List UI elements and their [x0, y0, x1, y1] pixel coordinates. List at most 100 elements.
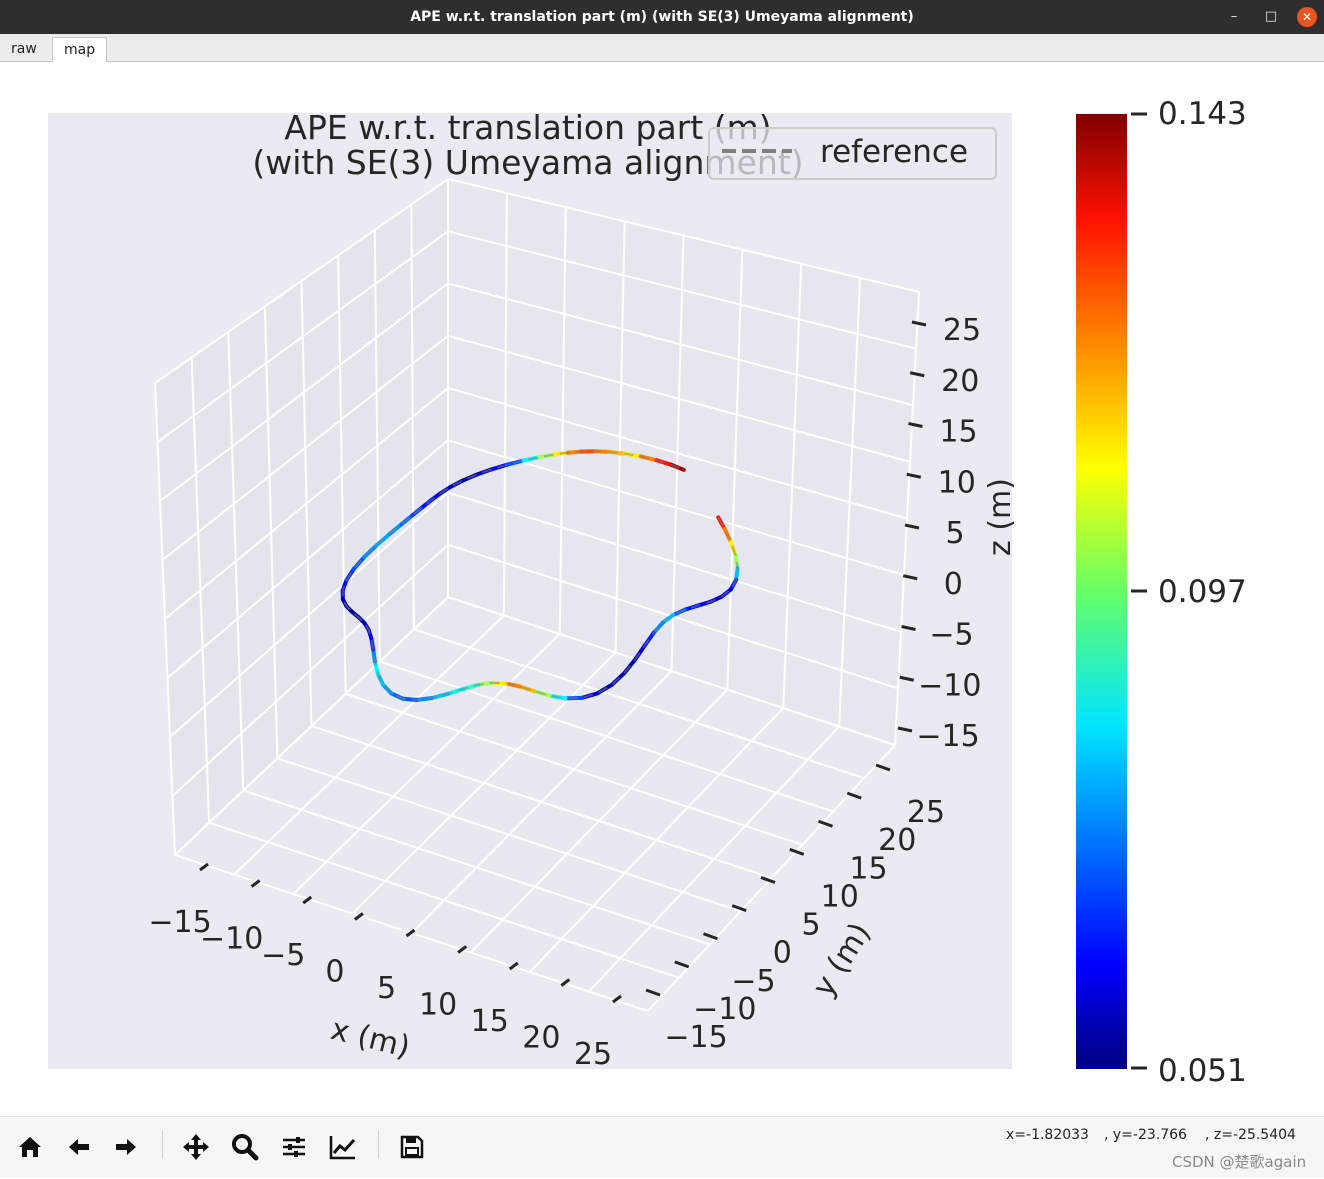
tick-label: −15 [916, 719, 979, 754]
tick-label: 15 [471, 1004, 509, 1039]
tick-label: −15 [664, 1020, 727, 1055]
tick-mark [702, 932, 719, 941]
gridline [647, 744, 896, 1012]
watermark-text: CSDN @楚歌again [1172, 1153, 1307, 1171]
home-icon[interactable] [14, 1131, 46, 1163]
chart-title-line1: APE w.r.t. translation part (m) [284, 108, 771, 147]
gridline [410, 204, 415, 630]
gridline [164, 387, 449, 620]
minimize-button[interactable]: – [1230, 9, 1238, 24]
zoom-icon[interactable] [229, 1131, 261, 1163]
gridline [311, 725, 772, 879]
tick-mark [645, 988, 661, 997]
tick-label: −10 [693, 992, 756, 1027]
tick-label: 0 [325, 955, 344, 990]
tick-label: 20 [878, 823, 916, 858]
maximize-button[interactable]: □ [1264, 9, 1278, 24]
gridline [838, 277, 862, 727]
grid-lines [154, 178, 920, 1012]
floor-pane [175, 597, 895, 1011]
toolbar-separator [162, 1131, 163, 1159]
gridline [447, 178, 920, 293]
gridline [161, 334, 449, 561]
legend: reference [708, 127, 997, 180]
tick-label: 5 [801, 908, 820, 943]
tick-label: 10 [821, 879, 859, 914]
coord-x-readout: x=-1.82033 [1006, 1127, 1089, 1143]
colorbar-label-min: 0.051 [1158, 1053, 1247, 1089]
legend-label-reference: reference [820, 134, 968, 170]
colorbar-label-max: 0.143 [1158, 96, 1247, 132]
reference-dashed-line [341, 450, 739, 702]
gridline [529, 707, 784, 973]
tab-map[interactable]: map [52, 37, 108, 62]
gridline [447, 387, 908, 520]
back-icon[interactable] [63, 1131, 95, 1163]
tick-mark [674, 960, 690, 969]
gridline [337, 255, 347, 694]
tick-mark [508, 961, 519, 971]
tick-label: 10 [938, 465, 976, 500]
tick-mark [760, 876, 776, 884]
close-button[interactable]: ✕ [1297, 7, 1317, 27]
coord-y-readout: , y=-23.766 [1104, 1127, 1187, 1143]
tick-label: 5 [377, 971, 396, 1006]
tick-label: −10 [200, 922, 263, 957]
gridline [447, 282, 914, 407]
tick-label: 15 [939, 415, 977, 450]
gridline [782, 263, 803, 709]
tab-raw[interactable]: raw [11, 41, 37, 57]
tick-mark [302, 895, 313, 905]
tick-mark [901, 625, 916, 631]
tick-label: 5 [945, 516, 964, 551]
tick-label: 25 [907, 795, 945, 830]
gridline [154, 178, 449, 384]
tick-mark [731, 904, 747, 913]
tick-label: −5 [929, 618, 973, 653]
tick-mark [911, 320, 927, 327]
forward-icon[interactable] [110, 1131, 142, 1163]
gridline [447, 596, 896, 746]
tick-mark [904, 523, 920, 530]
customize-icon[interactable] [327, 1131, 359, 1163]
trajectory-line [340, 449, 740, 702]
tick-mark [199, 862, 209, 872]
tick-label: −5 [731, 964, 775, 999]
z-ticks: 25 20 15 10 5 0 −5 −10 −15 [897, 313, 981, 754]
tick-label: 25 [574, 1037, 612, 1072]
gridline [447, 334, 911, 463]
tick-mark [906, 472, 922, 479]
colorbar [1076, 114, 1127, 1069]
tick-label: 10 [419, 988, 457, 1023]
tick-mark [250, 879, 261, 888]
tick-mark [875, 763, 891, 772]
save-icon[interactable] [396, 1131, 428, 1163]
gridline [345, 692, 803, 846]
gridline [588, 725, 840, 993]
tab-bar: raw map [0, 34, 1324, 62]
coord-z-readout: , z=-25.5404 [1205, 1127, 1296, 1143]
tick-mark [846, 791, 862, 800]
window-titlebar: APE w.r.t. translation part (m) (with SE… [0, 0, 1324, 34]
pan-icon[interactable] [180, 1131, 212, 1163]
subplots-icon[interactable] [278, 1131, 310, 1163]
tick-label: −5 [261, 938, 305, 973]
tick-label: 25 [943, 313, 981, 348]
tick-mark [560, 978, 571, 987]
tick-mark [909, 371, 925, 378]
tick-mark [817, 819, 834, 828]
tick-label: −15 [148, 905, 211, 940]
tick-label: −10 [918, 668, 981, 703]
tick-label: 0 [944, 567, 963, 602]
tick-mark [457, 945, 468, 954]
colorbar-label-mid: 0.097 [1158, 574, 1247, 610]
x-ticks: −15−10−5 0 5 10 15 20 25 [148, 862, 622, 1072]
gridline [373, 229, 381, 662]
tick-label: 20 [522, 1021, 560, 1056]
gridline [447, 230, 917, 350]
gridline [413, 628, 865, 780]
tick-mark [353, 912, 364, 921]
gridline [159, 282, 449, 502]
